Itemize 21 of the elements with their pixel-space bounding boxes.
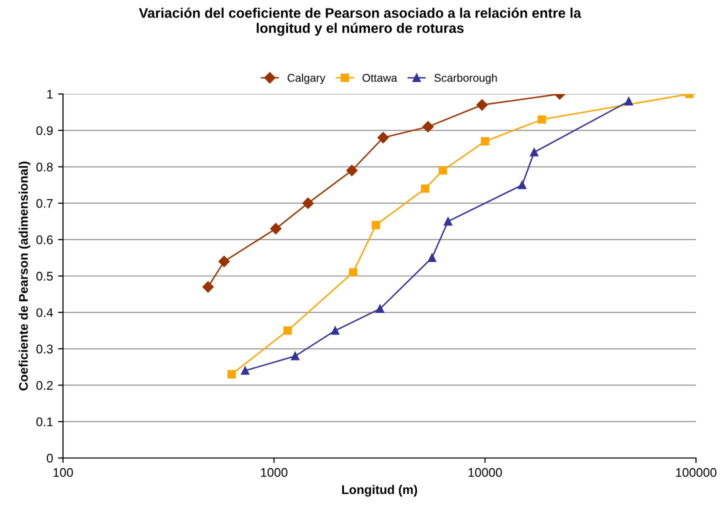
y-tick-label: 0.7 [36,199,53,208]
y-tick-label: 0.9 [36,126,53,136]
x-tick-label: 10000 [468,468,502,477]
x-axis-title: Longitud (m) [342,484,418,497]
y-tick-label: 1 [47,90,53,99]
y-tick-label: 0.3 [36,344,53,354]
y-tick-label: 0.6 [36,235,53,244]
chart-title: Variación del coeficiente de Pearson asociado a la relación entre la longitud y el número de roturas [138,8,582,36]
legend-label: Calgary [288,74,326,84]
legend-label: Scarborough [434,74,497,84]
y-tick-label: 0.2 [36,381,53,390]
y-tick-label: 0.5 [36,272,53,281]
x-tick-label: 1000 [261,468,288,477]
legend-label: Ottawa [362,74,398,82]
y-tick-label: 0 [46,454,53,463]
y-tick-label: 0.1 [36,417,53,426]
x-tick-label: 100 [54,468,73,477]
y-tick-label: 0.8 [36,162,53,172]
x-tick-label: 100000 [676,468,716,477]
y-tick-label: 0.4 [36,308,53,318]
y-axis-title: Coeficiente de Pearson (adimensional) [18,162,30,390]
